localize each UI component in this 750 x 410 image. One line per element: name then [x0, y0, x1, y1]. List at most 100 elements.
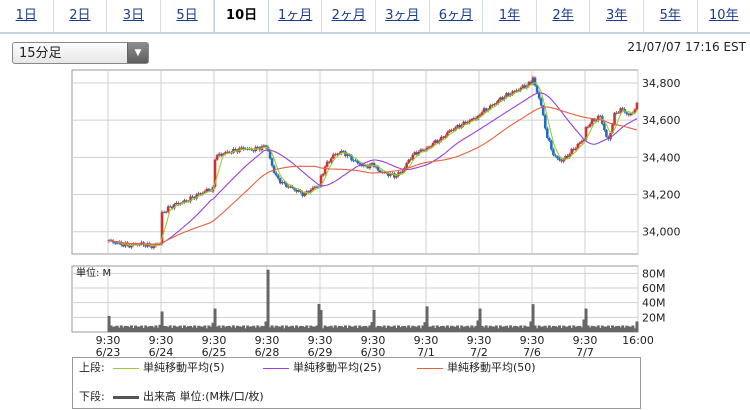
tab-3[interactable]: 5日	[161, 0, 215, 32]
volume-bar	[284, 325, 288, 332]
candle-body	[558, 158, 561, 161]
volume-bar	[604, 326, 608, 332]
volume-bar	[470, 325, 474, 332]
volume-bar	[529, 321, 533, 332]
volume-bar	[388, 326, 392, 332]
volume-bar	[172, 325, 176, 332]
candle-body	[619, 108, 622, 113]
candle-body	[433, 140, 437, 143]
volume-bar	[602, 326, 606, 332]
volume-bar	[331, 327, 335, 332]
volume-bar	[282, 328, 286, 332]
volume-bar	[441, 325, 445, 332]
candle-body	[435, 140, 439, 144]
volume-bar	[244, 328, 248, 332]
candle-body	[468, 120, 472, 123]
candle-body	[172, 204, 176, 209]
volume-bar	[207, 325, 211, 332]
volume-bar	[321, 328, 325, 332]
volume-tick-label: 20M	[642, 311, 666, 324]
tab-9[interactable]: 1年	[483, 0, 537, 32]
volume-bar	[629, 326, 633, 332]
tab-12[interactable]: 5年	[644, 0, 698, 32]
tab-11[interactable]: 3年	[590, 0, 644, 32]
chevron-down-icon[interactable]: ▼	[127, 43, 148, 63]
volume-bar	[180, 328, 184, 332]
x-tick-time: 9:30	[202, 334, 227, 347]
tab-6[interactable]: 2ヶ月	[322, 0, 377, 32]
candle-body	[315, 186, 319, 188]
volume-bar	[317, 303, 321, 332]
candle-body	[144, 245, 148, 247]
interval-select[interactable]: 15分足 ▼	[12, 42, 149, 64]
candle-body	[327, 161, 331, 163]
volume-bar	[144, 325, 148, 332]
volume-bar	[134, 325, 138, 332]
tab-5[interactable]: 1ヶ月	[269, 0, 323, 32]
candle-body	[297, 189, 300, 192]
candle-body	[539, 98, 543, 106]
volume-bar	[237, 326, 241, 332]
x-tick-time: 16:00	[622, 334, 654, 347]
volume-bar	[280, 325, 284, 332]
candle-body	[550, 140, 553, 150]
volume-bar	[362, 326, 366, 332]
volume-bar	[619, 327, 623, 332]
volume-bar	[490, 326, 494, 332]
candle-body	[515, 90, 519, 92]
candle-body	[195, 194, 198, 199]
volume-bar	[386, 325, 390, 332]
volume-bar	[327, 326, 331, 332]
volume-bar	[270, 325, 274, 332]
candle-body	[625, 112, 629, 114]
candle-body	[633, 109, 637, 113]
tab-10[interactable]: 2年	[537, 0, 591, 32]
volume-bar	[189, 325, 193, 332]
x-tick-date: 6/28	[255, 346, 280, 359]
candle-body	[478, 114, 482, 116]
tab-4[interactable]: 10日	[214, 0, 269, 32]
tab-13[interactable]: 10年	[709, 8, 739, 23]
tab-1[interactable]: 2日	[54, 0, 108, 32]
tab-2[interactable]: 3日	[107, 0, 161, 32]
x-tick-time: 9:30	[467, 334, 492, 347]
volume-bar	[454, 326, 458, 332]
candle-body	[268, 150, 272, 159]
candle-body	[177, 202, 180, 205]
volume-bar	[580, 327, 584, 332]
candle-body	[533, 77, 537, 86]
volume-bar	[142, 328, 146, 332]
volume-bar	[480, 325, 484, 332]
candle-body	[505, 93, 508, 98]
candle-body	[509, 94, 512, 96]
candle-body	[627, 113, 631, 116]
candle-body	[609, 133, 612, 140]
volume-bar	[136, 326, 140, 332]
candle-body	[113, 242, 117, 244]
volume-bar	[184, 327, 188, 332]
sma-line-25	[108, 92, 638, 245]
volume-bar	[411, 325, 415, 332]
volume-bar	[262, 326, 266, 332]
volume-tick-label: 60M	[642, 282, 666, 295]
candle-body	[603, 123, 606, 131]
volume-bar	[566, 326, 570, 332]
x-tick-time: 9:30	[308, 334, 333, 347]
tab-7[interactable]: 3ヶ月	[376, 0, 430, 32]
volume-bar	[462, 326, 466, 332]
volume-bar	[572, 325, 576, 332]
price-tick-label: 34,400	[642, 151, 681, 164]
volume-bar	[611, 325, 615, 332]
volume-bar	[203, 325, 207, 332]
tab-0[interactable]: 1日	[0, 0, 54, 32]
candle-body	[197, 193, 201, 195]
tab-8[interactable]: 6ヶ月	[430, 0, 484, 32]
volume-bar	[621, 325, 625, 332]
price-panel	[71, 69, 639, 255]
candle-body	[174, 202, 178, 205]
candle-body	[531, 77, 535, 84]
candle-body	[333, 154, 337, 156]
volume-bar	[346, 328, 350, 332]
candle-body	[448, 130, 451, 133]
